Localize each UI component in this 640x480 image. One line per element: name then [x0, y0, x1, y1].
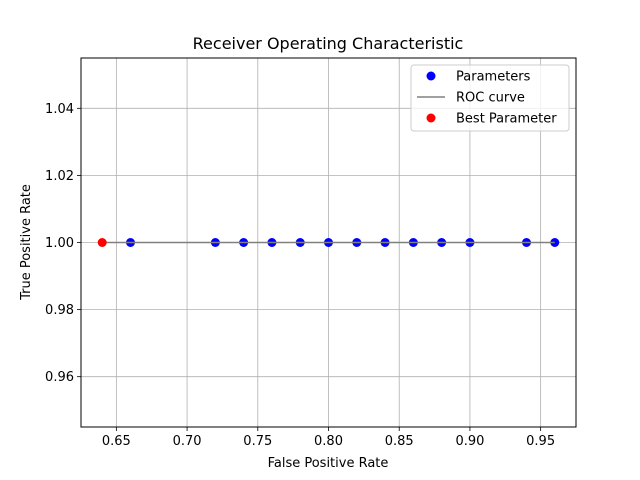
- legend-box: [410, 64, 570, 132]
- legend-roc-curve-label: ROC curve: [456, 91, 525, 106]
- legend-best-parameter-swatch: [426, 113, 436, 123]
- best-parameter-point: [97, 238, 107, 247]
- x-tick-label: 0.90: [455, 434, 484, 449]
- legend-parameters-swatch: [426, 71, 436, 81]
- legend: Parameters ROC curve Best Parameter: [410, 64, 570, 132]
- x-axis-ticks: 0.65 0.70 0.75 0.80 0.85 0.90 0.95: [102, 427, 555, 449]
- y-axis-ticks: 0.96 0.98 1.00 1.02 1.04: [45, 102, 81, 385]
- chart-title: Receiver Operating Characteristic: [193, 34, 464, 53]
- legend-parameters-label: Parameters: [456, 70, 531, 85]
- series-layer: [97, 238, 560, 247]
- y-tick-label: 0.96: [45, 370, 74, 385]
- legend-best-parameter-label: Best Parameter: [456, 112, 557, 127]
- y-tick-label: 1.02: [45, 169, 74, 184]
- y-tick-label: 1.04: [45, 102, 74, 117]
- y-tick-label: 0.98: [45, 303, 74, 318]
- y-tick-label: 1.00: [45, 236, 74, 251]
- x-tick-label: 0.65: [102, 434, 131, 449]
- x-tick-label: 0.70: [173, 434, 202, 449]
- x-axis-title: False Positive Rate: [268, 456, 389, 471]
- x-tick-label: 0.80: [314, 434, 343, 449]
- x-tick-label: 0.85: [385, 434, 414, 449]
- y-axis-title: True Positive Rate: [19, 184, 34, 301]
- x-tick-label: 0.75: [243, 434, 272, 449]
- plot-area: [80, 57, 577, 428]
- x-tick-label: 0.95: [526, 434, 555, 449]
